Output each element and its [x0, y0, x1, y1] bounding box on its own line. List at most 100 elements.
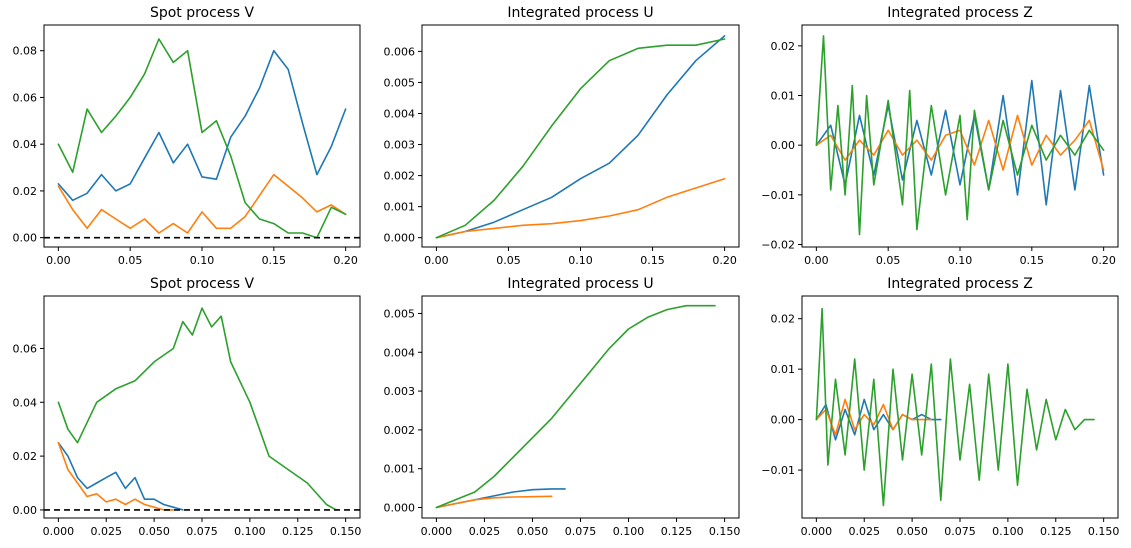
y-tick-label: 0.004 — [384, 346, 416, 359]
x-tick-label: 0.15 — [262, 254, 287, 267]
y-tick-label: 0.002 — [384, 424, 416, 437]
y-tick-label: 0.000 — [384, 502, 416, 515]
axes-frame — [43, 295, 361, 519]
series-line-3 — [57, 38, 347, 239]
series-line-2 — [57, 173, 347, 234]
series-line-3 — [57, 307, 337, 511]
subplot-5: Integrated process U 0.000 0.025 0.050 0.075… — [384, 276, 741, 538]
x-tick-label: 0.025 — [90, 525, 122, 538]
y-tick-label: 0.08 — [13, 45, 38, 58]
x-tick-label: 0.10 — [568, 254, 593, 267]
subplot-2: Integrated process U 0.00 0.05 0.10 0.15 0.20… — [384, 5, 740, 267]
series-line-1 — [815, 79, 1105, 206]
x-tick-label: 0.075 — [186, 525, 218, 538]
y-tick-label: 0.02 — [771, 40, 796, 53]
x-tick-label: 0.10 — [948, 254, 973, 267]
y-tick-label: 0.04 — [13, 138, 38, 151]
x-tick-label: 0.125 — [661, 525, 693, 538]
y-tick-label: 0.06 — [13, 342, 38, 355]
x-tick-label: 0.20 — [333, 254, 358, 267]
y-tick-label: 0.02 — [771, 313, 796, 326]
y-tick-label: 0.005 — [384, 76, 416, 89]
series-line-1 — [435, 35, 726, 239]
panel-title: Integrated process Z — [887, 5, 1033, 21]
subplot-3: Integrated process Z 0.00 0.05 0.10 0.15 0.20… — [761, 5, 1119, 267]
x-tick-label: 0.100 — [234, 525, 266, 538]
subplot-1: Spot process V 0.00 0.05 0.10 0.15 0.20 0.00 0.… — [13, 5, 361, 267]
y-tick-label: 0.00 — [771, 139, 796, 152]
x-tick-label: 0.05 — [118, 254, 143, 267]
y-tick-label: 0.02 — [13, 450, 38, 463]
axes-frame — [43, 24, 361, 248]
x-tick-label: 0.150 — [709, 525, 741, 538]
series-line-1 — [57, 49, 347, 202]
series-line-1 — [57, 441, 184, 511]
x-tick-label: 0.100 — [992, 525, 1024, 538]
y-tick-label: 0.00 — [771, 414, 796, 427]
x-tick-label: 0.20 — [712, 254, 737, 267]
x-tick-label: 0.05 — [496, 254, 521, 267]
x-tick-label: 0.15 — [640, 254, 665, 267]
x-tick-label: 0.000 — [421, 525, 453, 538]
y-tick-label: 0.001 — [384, 463, 416, 476]
x-tick-label: 0.000 — [801, 525, 833, 538]
x-tick-label: 0.000 — [43, 525, 75, 538]
series-line-3 — [435, 38, 726, 239]
x-tick-label: 0.150 — [1088, 525, 1120, 538]
axes-frame — [421, 24, 740, 248]
axes-frame — [421, 295, 740, 519]
x-tick-label: 0.025 — [848, 525, 880, 538]
x-tick-label: 0.100 — [613, 525, 645, 538]
x-tick-label: 0.00 — [804, 254, 829, 267]
y-tick-label: −0.01 — [761, 464, 795, 477]
y-tick-label: 0.003 — [384, 139, 416, 152]
y-tick-label: 0.006 — [384, 45, 416, 58]
y-tick-label: 0.00 — [13, 232, 38, 245]
y-tick-label: 0.06 — [13, 91, 38, 104]
y-tick-label: 0.02 — [13, 185, 38, 198]
x-tick-label: 0.050 — [138, 525, 170, 538]
x-tick-label: 0.05 — [876, 254, 901, 267]
panel-title: Integrated process Z — [887, 276, 1033, 292]
x-tick-label: 0.15 — [1020, 254, 1045, 267]
y-tick-label: 0.01 — [771, 90, 796, 103]
y-tick-label: 0.00 — [13, 504, 38, 517]
series-line-2 — [57, 441, 175, 511]
panel-title: Spot process V — [150, 276, 255, 292]
series-line-3 — [815, 35, 1105, 236]
y-tick-label: 0.003 — [384, 385, 416, 398]
y-tick-label: 0.004 — [384, 107, 416, 120]
series-line-2 — [435, 177, 726, 239]
x-tick-label: 0.050 — [517, 525, 549, 538]
x-tick-label: 0.150 — [330, 525, 362, 538]
subplot-6: Integrated process Z 0.000 0.025 0.050 0.075… — [761, 276, 1119, 538]
x-tick-label: 0.125 — [282, 525, 314, 538]
x-tick-label: 0.00 — [46, 254, 71, 267]
panel-title: Integrated process U — [507, 276, 653, 292]
series-line-2 — [435, 495, 553, 509]
series-line-2 — [815, 398, 933, 436]
x-tick-label: 0.10 — [190, 254, 215, 267]
y-tick-label: 0.01 — [771, 363, 796, 376]
series-line-3 — [435, 304, 716, 509]
series-line-3 — [815, 307, 1095, 507]
x-tick-label: 0.075 — [944, 525, 976, 538]
x-tick-label: 0.025 — [469, 525, 501, 538]
x-tick-label: 0.050 — [896, 525, 928, 538]
y-tick-label: 0.04 — [13, 396, 38, 409]
x-tick-label: 0.00 — [424, 254, 449, 267]
panel-title: Integrated process U — [507, 5, 653, 21]
subplot-4: Spot process V 0.000 0.025 0.050 0.075 0.100 0… — [13, 276, 362, 538]
y-tick-label: 0.000 — [384, 232, 416, 245]
y-tick-label: −0.01 — [761, 189, 795, 202]
y-tick-label: 0.005 — [384, 307, 416, 320]
y-tick-label: −0.02 — [761, 239, 795, 252]
x-tick-label: 0.20 — [1091, 254, 1116, 267]
series-line-1 — [815, 398, 942, 441]
x-tick-label: 0.125 — [1040, 525, 1072, 538]
y-tick-label: 0.002 — [384, 170, 416, 183]
y-tick-label: 0.001 — [384, 201, 416, 214]
x-tick-label: 0.075 — [565, 525, 597, 538]
panel-title: Spot process V — [150, 5, 255, 21]
